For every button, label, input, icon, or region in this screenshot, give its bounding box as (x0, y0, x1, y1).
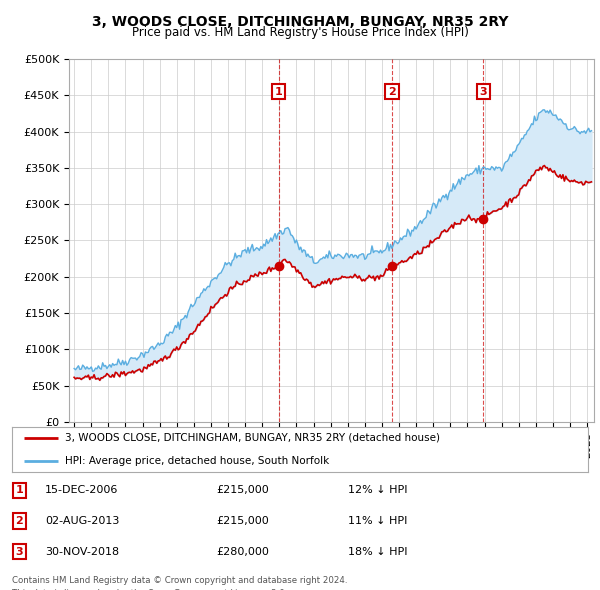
Text: 3, WOODS CLOSE, DITCHINGHAM, BUNGAY, NR35 2RY: 3, WOODS CLOSE, DITCHINGHAM, BUNGAY, NR3… (92, 15, 508, 29)
Text: 3, WOODS CLOSE, DITCHINGHAM, BUNGAY, NR35 2RY (detached house): 3, WOODS CLOSE, DITCHINGHAM, BUNGAY, NR3… (65, 433, 440, 443)
Text: 1: 1 (275, 87, 283, 97)
Text: 02-AUG-2013: 02-AUG-2013 (45, 516, 119, 526)
Text: £280,000: £280,000 (216, 547, 269, 556)
Text: Price paid vs. HM Land Registry's House Price Index (HPI): Price paid vs. HM Land Registry's House … (131, 26, 469, 39)
Text: £215,000: £215,000 (216, 486, 269, 495)
Text: 30-NOV-2018: 30-NOV-2018 (45, 547, 119, 556)
Text: 2: 2 (388, 87, 396, 97)
Text: 1: 1 (16, 486, 23, 495)
Text: This data is licensed under the Open Government Licence v3.0.: This data is licensed under the Open Gov… (12, 589, 287, 590)
Text: 15-DEC-2006: 15-DEC-2006 (45, 486, 118, 495)
Text: Contains HM Land Registry data © Crown copyright and database right 2024.: Contains HM Land Registry data © Crown c… (12, 576, 347, 585)
Text: 18% ↓ HPI: 18% ↓ HPI (348, 547, 407, 556)
Text: 2: 2 (16, 516, 23, 526)
Text: 3: 3 (16, 547, 23, 556)
Text: 3: 3 (479, 87, 487, 97)
Text: 12% ↓ HPI: 12% ↓ HPI (348, 486, 407, 495)
Text: £215,000: £215,000 (216, 516, 269, 526)
Text: HPI: Average price, detached house, South Norfolk: HPI: Average price, detached house, Sout… (65, 455, 329, 466)
Text: 11% ↓ HPI: 11% ↓ HPI (348, 516, 407, 526)
